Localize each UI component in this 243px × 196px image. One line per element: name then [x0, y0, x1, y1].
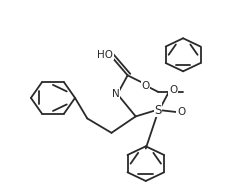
Text: N: N: [112, 89, 119, 99]
Text: O: O: [177, 107, 185, 117]
Text: S: S: [154, 104, 162, 117]
Text: O: O: [169, 85, 177, 95]
Text: O: O: [142, 81, 150, 91]
Text: HO: HO: [97, 50, 113, 60]
